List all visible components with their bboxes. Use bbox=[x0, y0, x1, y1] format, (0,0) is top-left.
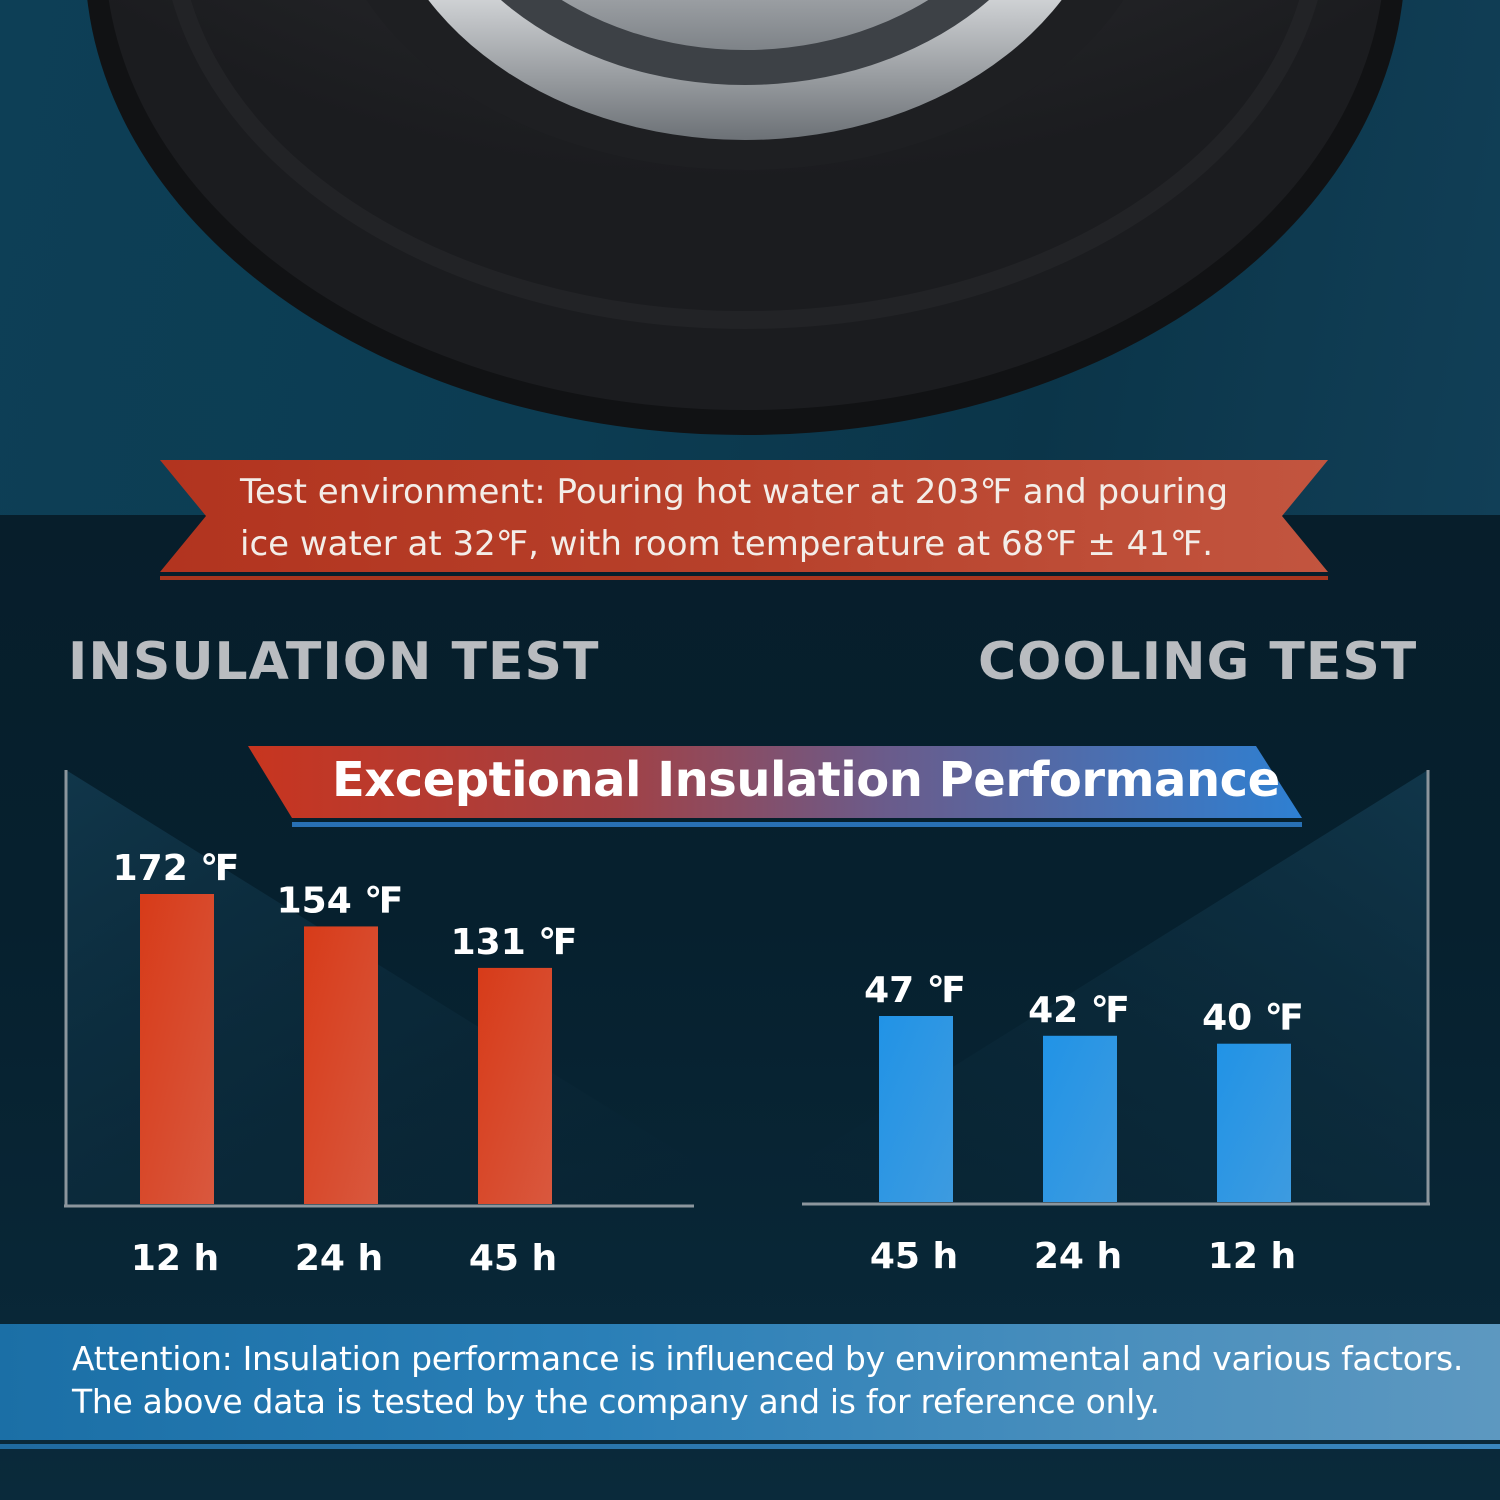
attention-underline bbox=[0, 1444, 1500, 1449]
performance-title: Exceptional Insulation Performance bbox=[332, 752, 1280, 808]
cooling-test-title: COOLING TEST bbox=[978, 632, 1418, 692]
performance-ribbon bbox=[248, 746, 1302, 827]
test-environment-ribbon bbox=[160, 460, 1328, 580]
test-environment-text: Test environment: Pouring hot water at 2… bbox=[240, 472, 1229, 564]
thermos-bottom-image bbox=[87, 0, 1403, 435]
insulation-test-title: INSULATION TEST bbox=[68, 632, 600, 692]
attention-text: Attention: Insulation performance is inf… bbox=[72, 1339, 1464, 1421]
attention-banner bbox=[0, 1324, 1500, 1440]
